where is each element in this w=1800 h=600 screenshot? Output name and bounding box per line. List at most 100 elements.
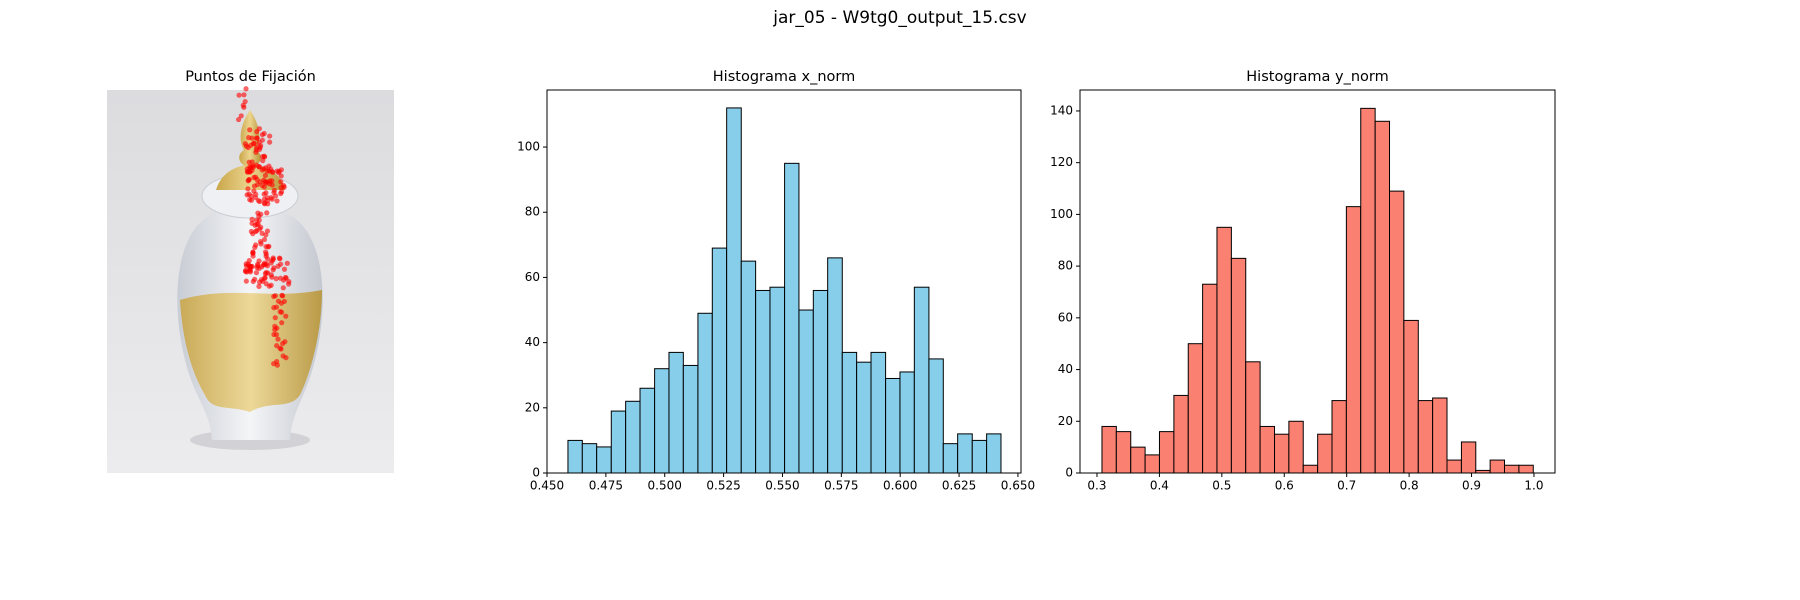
x-tick-label: 0.475 bbox=[589, 479, 623, 493]
fixation-point bbox=[267, 139, 273, 145]
fixation-point bbox=[274, 198, 280, 204]
bar bbox=[1115, 431, 1132, 474]
fixation-point bbox=[262, 201, 268, 207]
fixation-point bbox=[248, 197, 255, 203]
fixation-point bbox=[261, 166, 267, 172]
bar bbox=[841, 351, 858, 474]
bar bbox=[682, 364, 699, 474]
y-tick-label: 20 bbox=[1058, 414, 1073, 428]
fixation-point bbox=[275, 263, 281, 269]
fixation-point bbox=[258, 211, 264, 217]
fixation-point bbox=[243, 86, 249, 92]
fixation-point bbox=[261, 236, 268, 243]
fixation-point bbox=[261, 184, 267, 190]
bar bbox=[711, 247, 728, 474]
bar bbox=[1130, 446, 1146, 474]
fixation-point bbox=[256, 265, 262, 271]
fixation-point bbox=[262, 270, 269, 277]
bar bbox=[1158, 431, 1175, 474]
bar bbox=[654, 368, 670, 474]
bar bbox=[1245, 361, 1261, 474]
bar bbox=[1446, 459, 1462, 474]
y-tick-label: 140 bbox=[1050, 103, 1073, 117]
bar bbox=[1345, 206, 1362, 474]
fixation-point bbox=[253, 191, 259, 197]
fixation-point bbox=[272, 315, 278, 321]
fixation-point bbox=[248, 228, 254, 235]
fixation-point bbox=[259, 230, 265, 236]
fixation-point bbox=[273, 193, 279, 199]
bar bbox=[1432, 397, 1448, 474]
bar bbox=[928, 358, 944, 474]
bar bbox=[596, 446, 612, 474]
fixation-point bbox=[246, 258, 252, 264]
fixation-point bbox=[280, 293, 286, 299]
fixation-point bbox=[249, 216, 255, 222]
bar bbox=[1216, 226, 1232, 474]
y-tick-label: 40 bbox=[1058, 362, 1073, 376]
fixation-point bbox=[274, 362, 280, 368]
bar bbox=[740, 260, 757, 474]
panel-title: Histograma y_norm bbox=[1246, 69, 1388, 85]
bar bbox=[870, 351, 887, 474]
bar bbox=[1187, 343, 1204, 474]
y-tick-label: 60 bbox=[525, 270, 540, 284]
fixation-point bbox=[254, 135, 260, 141]
fixation-point bbox=[264, 228, 271, 234]
fixation-point bbox=[247, 165, 253, 172]
x-tick-label: 0.6 bbox=[1275, 479, 1294, 493]
fixation-point bbox=[242, 98, 248, 105]
bar bbox=[581, 443, 598, 474]
fixation-point bbox=[250, 253, 256, 259]
fixation-point bbox=[261, 153, 267, 159]
bar bbox=[1288, 420, 1304, 474]
fixation-point bbox=[270, 169, 276, 175]
fixation-point bbox=[270, 267, 276, 273]
bar bbox=[1389, 190, 1405, 474]
fixation-point bbox=[282, 339, 288, 345]
fixation-point bbox=[250, 249, 256, 255]
x-tick-label: 0.625 bbox=[942, 479, 976, 493]
fixation-point bbox=[278, 300, 285, 306]
x-tick-label: 0.450 bbox=[530, 479, 564, 493]
fixation-point bbox=[256, 126, 262, 132]
fixation-point bbox=[277, 256, 283, 262]
bar bbox=[1460, 441, 1477, 474]
fixation-point bbox=[278, 190, 284, 197]
bar bbox=[1202, 283, 1218, 474]
fixation-point bbox=[247, 169, 253, 175]
fixation-point bbox=[283, 355, 289, 361]
bar bbox=[1230, 257, 1247, 474]
fixation-point bbox=[264, 210, 270, 216]
bar bbox=[1173, 394, 1189, 474]
fixation-point bbox=[281, 266, 288, 272]
bar bbox=[1360, 107, 1376, 474]
fixation-point bbox=[256, 258, 262, 264]
bar bbox=[610, 410, 627, 474]
fixation-point bbox=[236, 92, 242, 98]
fixation-point bbox=[273, 304, 280, 310]
fixation-points bbox=[236, 86, 292, 368]
panel-title: Histograma x_norm bbox=[713, 69, 855, 85]
fixation-point bbox=[267, 178, 273, 184]
figure-title: jar_05 - W9tg0_output_15.csv bbox=[772, 8, 1026, 28]
bar bbox=[1331, 400, 1347, 474]
bar bbox=[1489, 459, 1505, 474]
fixation-point bbox=[260, 262, 267, 268]
x-tick-label: 0.7 bbox=[1337, 479, 1356, 493]
fixation-point bbox=[253, 242, 259, 248]
bar bbox=[1274, 433, 1290, 474]
fixation-point bbox=[272, 327, 278, 333]
fixation-point bbox=[261, 130, 267, 137]
bar bbox=[1374, 120, 1391, 474]
fixation-point bbox=[268, 195, 274, 201]
fixation-point bbox=[244, 269, 250, 275]
fixation-point bbox=[278, 185, 284, 191]
fixation-point bbox=[271, 187, 277, 193]
fixation-point bbox=[252, 222, 258, 228]
fixation-point bbox=[278, 167, 284, 173]
fixation-point bbox=[256, 164, 263, 170]
fixation-point bbox=[260, 158, 266, 164]
fixation-point bbox=[249, 135, 255, 141]
bar bbox=[913, 286, 930, 474]
